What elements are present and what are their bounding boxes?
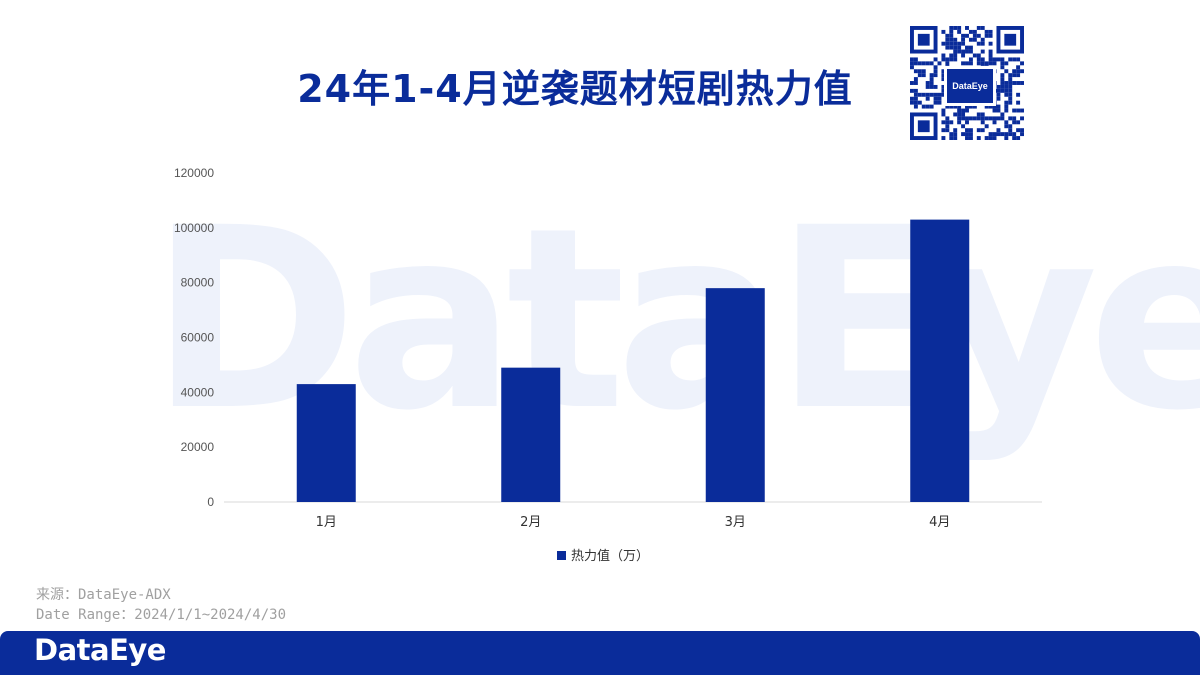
bar-chart: 0 20000 40000 60000 80000 100000 120000 1月 2月 3月 4… [174, 166, 1042, 564]
footer-logo: DataEye [34, 633, 166, 667]
qr-logo: DataEye [944, 66, 996, 106]
bar [910, 219, 970, 502]
x-tick-label: 3月 [725, 515, 746, 530]
page-title: 24年1-4月逆袭题材短剧热力值 [297, 67, 853, 111]
legend-label: 热力值（万） [571, 548, 649, 564]
y-tick-label: 20000 [181, 440, 215, 454]
y-tick-label: 60000 [181, 331, 215, 345]
y-tick-label: 80000 [181, 276, 215, 290]
y-tick-label: 120000 [174, 166, 214, 180]
x-tick-label: 2月 [520, 515, 541, 530]
source-label: 来源：DataEye-ADX [36, 587, 171, 603]
x-tick-label: 4月 [929, 515, 950, 530]
footer-bar: DataEye [0, 631, 1200, 675]
date-range-label: Date Range：2024/1/1~2024/4/30 [36, 607, 287, 623]
legend-swatch [557, 551, 566, 560]
y-tick-label: 40000 [181, 385, 215, 399]
y-tick-label: 0 [207, 495, 214, 509]
bar [296, 384, 356, 502]
bar [501, 367, 561, 502]
y-tick-label: 100000 [174, 221, 214, 235]
bar [705, 288, 765, 502]
x-tick-label: 1月 [316, 515, 337, 530]
qr-code-icon [910, 26, 1024, 140]
